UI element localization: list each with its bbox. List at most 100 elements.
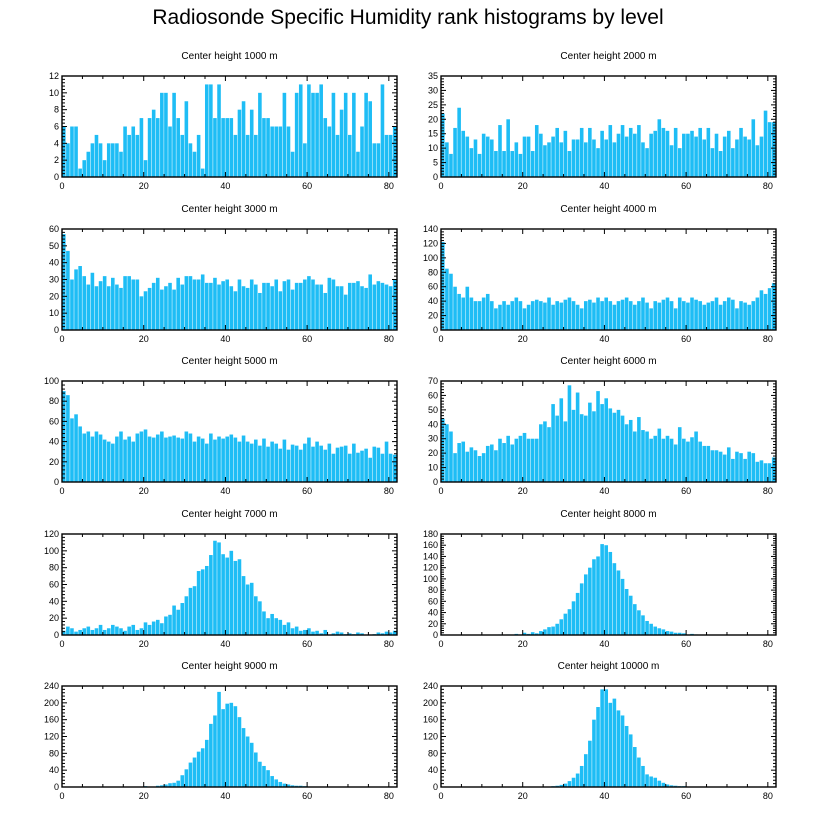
histogram-bar <box>184 769 189 787</box>
histogram-bar <box>624 136 629 177</box>
histogram-bar <box>539 301 543 330</box>
histogram-bar <box>184 276 189 330</box>
histogram-bar <box>682 301 686 330</box>
histogram-bar <box>164 616 168 635</box>
histogram-bar <box>294 626 299 635</box>
histogram-bar <box>747 451 751 482</box>
histogram-bar <box>739 453 743 482</box>
histogram-bar <box>608 125 613 177</box>
histogram-bar <box>168 783 172 787</box>
histogram-bar <box>547 427 551 482</box>
y-tick-label: 80 <box>49 563 59 573</box>
histogram-bar <box>755 297 760 330</box>
histogram-bar <box>151 109 156 177</box>
histogram-bar <box>172 289 176 330</box>
histogram-bar <box>526 136 531 177</box>
histogram-bar <box>518 153 523 177</box>
histogram-bar <box>620 415 625 482</box>
histogram-bar <box>135 433 140 482</box>
histogram-bar <box>522 308 527 330</box>
panel-title: Center height 4000 m <box>560 204 656 215</box>
histogram-bar <box>282 281 287 330</box>
x-tick-label: 0 <box>438 791 443 801</box>
histogram-bar <box>176 609 180 635</box>
histogram-bar <box>225 436 229 482</box>
histogram-bar <box>612 412 617 482</box>
histogram-bar <box>270 126 274 177</box>
histogram-bar <box>111 277 115 330</box>
histogram-bar <box>702 139 707 177</box>
histogram-bar <box>143 160 148 177</box>
histogram-bar <box>612 142 617 177</box>
histogram-bar <box>66 143 70 177</box>
histogram-bar <box>641 430 645 482</box>
histogram-bar <box>180 438 185 482</box>
histogram-bar <box>771 457 776 482</box>
plot-frame <box>440 228 777 331</box>
histogram-bar <box>290 444 295 482</box>
histogram-bar <box>698 301 702 330</box>
histogram-bar <box>352 282 356 330</box>
histogram-bar <box>555 301 559 330</box>
histogram-bar <box>258 92 262 177</box>
histogram-bar <box>70 628 74 635</box>
histogram-bar <box>743 136 747 177</box>
histogram-bar <box>180 134 185 177</box>
panel-title: Center height 9000 m <box>181 661 277 672</box>
histogram-bar <box>551 136 555 177</box>
x-tick-label: 60 <box>302 181 312 191</box>
histogram-bar <box>465 451 470 482</box>
histogram-bar <box>274 779 279 787</box>
histogram-bar <box>241 435 246 482</box>
histogram-bar <box>653 130 658 177</box>
histogram-bar <box>164 92 168 177</box>
histogram-bar <box>588 567 592 635</box>
histogram-bar <box>645 431 649 482</box>
histogram-panel: Center height 1000 m 0 20 40 60 80 0 2 4 6 8 10 12 <box>49 51 398 191</box>
histogram-bar <box>155 118 160 177</box>
histogram-bar <box>498 438 502 482</box>
histogram-bar <box>294 282 299 330</box>
histogram-bar <box>604 139 608 177</box>
y-tick-label: 30 <box>428 85 438 95</box>
histogram-bar <box>596 391 600 482</box>
histogram-bar <box>461 130 466 177</box>
histogram-bar <box>254 596 258 635</box>
histogram-bar <box>66 395 70 482</box>
histogram-bar <box>534 125 539 177</box>
histogram-bar <box>384 284 389 330</box>
y-tick-label: 30 <box>428 434 438 444</box>
histogram-bar <box>62 630 66 635</box>
histogram-bar <box>94 628 99 635</box>
histogram-bar <box>559 619 564 635</box>
histogram-bar <box>119 287 123 330</box>
histogram-bar <box>645 148 649 177</box>
histogram-bar <box>628 127 633 177</box>
histogram-bar <box>335 631 340 635</box>
histogram-bar <box>380 282 385 330</box>
x-tick-label: 40 <box>220 791 230 801</box>
y-tick-label: 120 <box>44 529 59 539</box>
histogram-bar <box>123 126 127 177</box>
histogram-bar <box>547 142 551 177</box>
histogram-bar <box>384 441 389 482</box>
histogram-bar <box>612 698 617 788</box>
histogram-bar <box>722 136 727 177</box>
histogram-bar <box>213 439 217 482</box>
histogram-bar <box>266 118 270 177</box>
histogram-bar <box>575 304 580 330</box>
histogram-bar <box>98 143 103 177</box>
histogram-bar <box>237 559 242 635</box>
histogram-bar <box>563 421 568 482</box>
histogram-bar <box>388 286 393 330</box>
histogram-bar <box>221 554 225 635</box>
histogram-panel: Center height 9000 m 0 20 40 60 80 0 40 80 120 160… <box>44 661 398 801</box>
histogram-bar <box>168 614 172 635</box>
histogram-bar <box>115 436 119 482</box>
histogram-bar <box>266 770 270 787</box>
histogram-bar <box>702 445 707 482</box>
histogram-bar <box>657 119 662 177</box>
histogram-bar <box>579 414 584 482</box>
histogram-bar <box>722 454 727 482</box>
